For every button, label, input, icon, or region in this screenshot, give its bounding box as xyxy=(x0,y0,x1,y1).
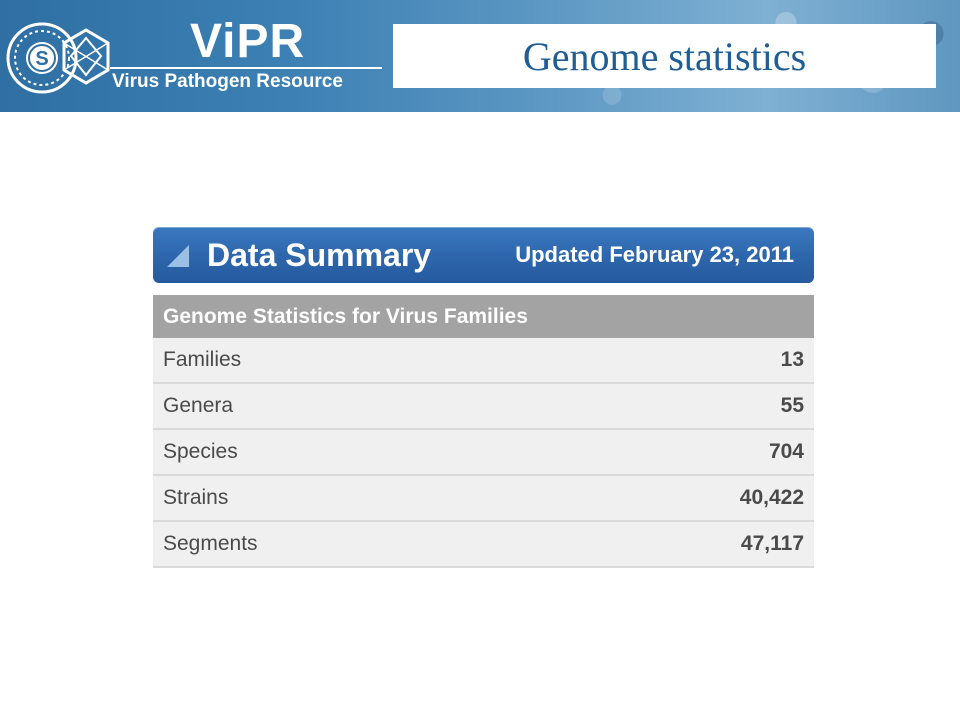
table-row: Segments 47,117 xyxy=(153,521,814,568)
table-row: Species 704 xyxy=(153,429,814,476)
genome-stats-table: Genome Statistics for Virus Families Fam… xyxy=(153,295,814,568)
row-label: Species xyxy=(153,429,534,476)
vipr-logo-icon: S xyxy=(6,22,110,94)
table-row: Genera 55 xyxy=(153,383,814,430)
updated-date: Updated February 23, 2011 xyxy=(515,242,794,267)
table-header: Genome Statistics for Virus Families xyxy=(153,295,814,338)
table-row: Strains 40,422 xyxy=(153,475,814,522)
row-label: Genera xyxy=(153,383,534,430)
row-label: Strains xyxy=(153,475,534,522)
row-label: Segments xyxy=(153,521,534,568)
logo-letter: S xyxy=(35,48,48,70)
slide-title: Genome statistics xyxy=(522,33,807,79)
row-value: 55 xyxy=(533,383,814,430)
brand-subtitle: Virus Pathogen Resource xyxy=(112,71,343,92)
table-header-row: Genome Statistics for Virus Families xyxy=(153,295,814,338)
row-value: 47,117 xyxy=(533,521,814,568)
data-summary-bar[interactable]: Data Summary Updated February 23, 2011 xyxy=(153,227,814,283)
table-row: Families 13 xyxy=(153,338,814,384)
row-value: 704 xyxy=(533,429,814,476)
data-summary-title: Data Summary xyxy=(207,237,432,273)
row-label: Families xyxy=(153,338,534,384)
row-value: 13 xyxy=(533,338,814,384)
header-banner: S ViPR Virus Pathogen Resource Genome st… xyxy=(0,0,960,112)
row-value: 40,422 xyxy=(533,475,814,522)
slide-title-box: Genome statistics xyxy=(393,24,936,88)
brand-divider xyxy=(110,67,382,69)
brand-name: ViPR xyxy=(190,15,306,68)
collapse-triangle-icon[interactable] xyxy=(167,245,189,267)
